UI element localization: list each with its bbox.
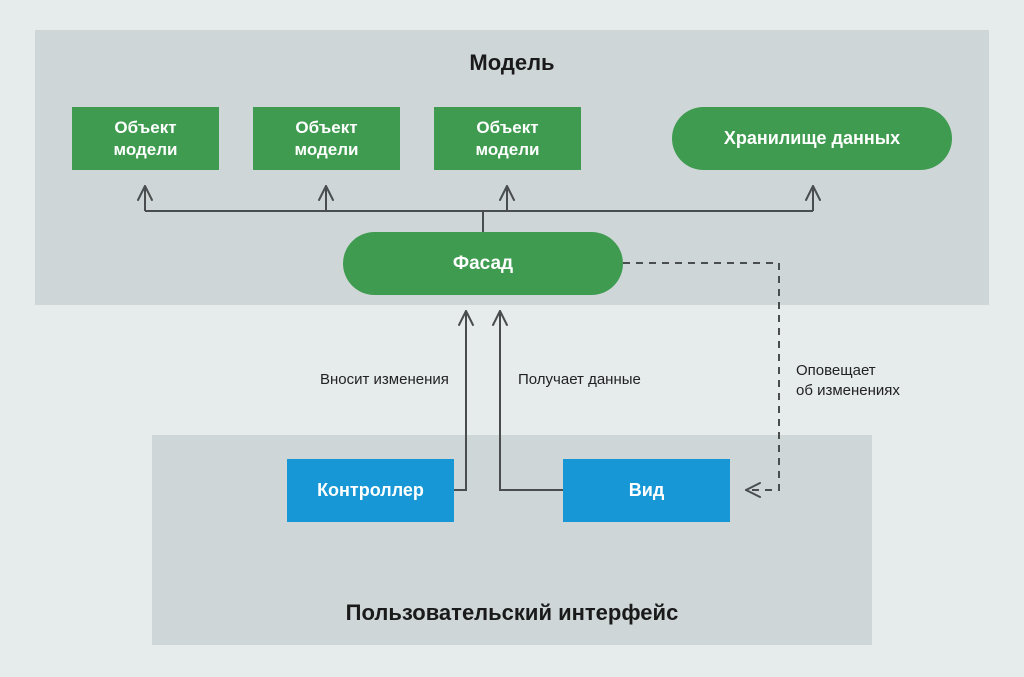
node-data-storage: Хранилище данных [672, 107, 952, 170]
node-facade: Фасад [343, 232, 623, 295]
edge-label-gets-data: Получает данные [518, 370, 641, 390]
edge-label-makes-changes: Вносит изменения [320, 370, 449, 390]
panel-ui-title: Пользовательский интерфейс [152, 600, 872, 626]
node-model-object-3: Объектмодели [434, 107, 581, 170]
panel-ui: Пользовательский интерфейс [152, 435, 872, 645]
panel-model-title: Модель [35, 50, 989, 76]
node-controller: Контроллер [287, 459, 454, 522]
node-model-object-2: Объектмодели [253, 107, 400, 170]
edge-label-notifies: Оповещаетоб изменениях [796, 361, 900, 400]
node-view: Вид [563, 459, 730, 522]
node-model-object-1: Объектмодели [72, 107, 219, 170]
